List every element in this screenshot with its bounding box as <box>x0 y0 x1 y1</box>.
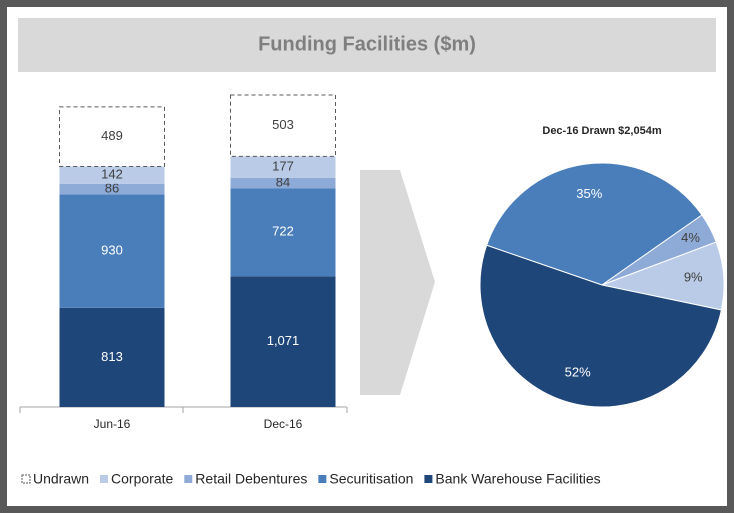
bar-segment <box>59 307 165 407</box>
bar-segment <box>230 188 336 277</box>
legend-swatch <box>184 475 193 483</box>
data-label: 503 <box>272 117 294 132</box>
data-label: 489 <box>101 128 123 143</box>
bar-segment <box>59 166 165 184</box>
bar-segment <box>59 106 165 168</box>
pie-title: Dec-16 Drawn $2,054m <box>542 125 661 137</box>
data-label: 1,071 <box>267 333 300 348</box>
x-tick-label: Jun-16 <box>94 417 131 431</box>
legend-swatch <box>100 475 109 483</box>
legend-swatch <box>318 475 327 483</box>
data-label: 177 <box>272 159 294 174</box>
arrow <box>360 170 435 395</box>
page-title: Funding Facilities ($m) <box>258 33 476 55</box>
bar-segment <box>230 177 336 189</box>
x-tick-label: Dec-16 <box>264 417 303 431</box>
data-label: 142 <box>101 167 123 182</box>
header-band <box>18 18 716 72</box>
bar-segment <box>230 94 336 157</box>
data-label: 84 <box>276 175 290 190</box>
legend-swatch <box>424 475 433 483</box>
legend-label: Corporate <box>111 471 173 487</box>
pie-label: 52% <box>565 365 591 380</box>
pie-label: 4% <box>681 230 700 245</box>
data-label: 86 <box>105 181 119 196</box>
legend-swatch <box>21 474 31 484</box>
bar-segment <box>230 276 336 407</box>
pie-label: 35% <box>576 186 602 201</box>
bar-segment <box>59 183 165 195</box>
legend-label: Undrawn <box>33 471 89 487</box>
legend-label: Securitisation <box>329 471 413 487</box>
pie-slice <box>479 244 723 408</box>
pie-label: 9% <box>684 269 703 284</box>
pie-slice <box>486 162 703 286</box>
legend-label: Bank Warehouse Facilities <box>435 471 600 487</box>
bar-segment <box>230 156 336 178</box>
legend-label: Retail Debentures <box>195 471 307 487</box>
data-label: 813 <box>101 349 123 364</box>
data-label: 930 <box>101 242 123 257</box>
data-label: 722 <box>272 224 294 239</box>
bar-segment <box>59 194 165 308</box>
